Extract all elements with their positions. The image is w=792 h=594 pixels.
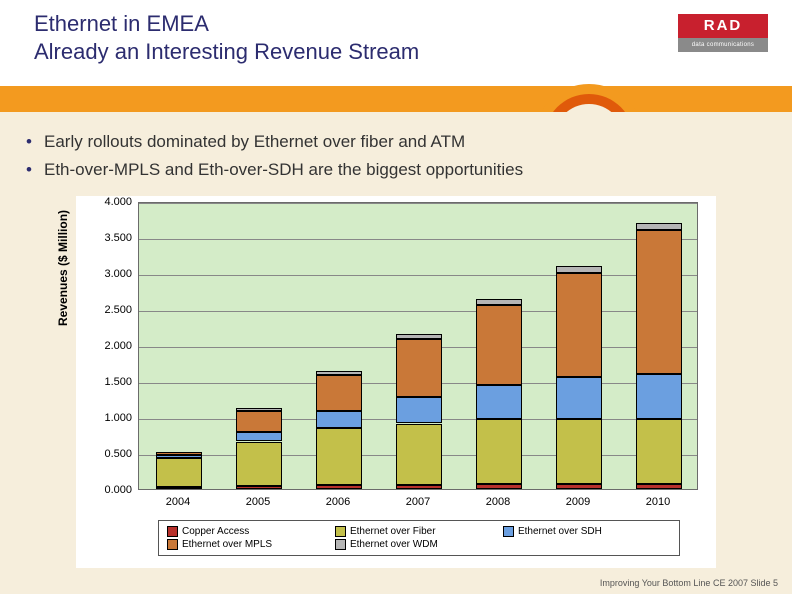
x-tick-label: 2006 bbox=[308, 496, 368, 508]
bar-segment bbox=[476, 484, 522, 489]
legend-item: Ethernet over Fiber bbox=[335, 526, 503, 537]
bar-segment bbox=[236, 411, 282, 433]
gridline bbox=[139, 203, 697, 204]
legend-swatch bbox=[503, 526, 514, 537]
bar-segment bbox=[316, 371, 362, 375]
legend-swatch bbox=[335, 526, 346, 537]
bar-segment bbox=[636, 230, 682, 374]
legend-swatch bbox=[167, 526, 178, 537]
legend-swatch bbox=[167, 539, 178, 550]
y-tick-label: 2.000 bbox=[86, 340, 132, 352]
bar-segment bbox=[316, 375, 362, 411]
chart-container: Revenues ($ Million) Copper AccessEthern… bbox=[76, 196, 716, 568]
bar-segment bbox=[636, 223, 682, 230]
bar-segment bbox=[556, 377, 602, 419]
bar-segment bbox=[476, 419, 522, 484]
gridline bbox=[139, 239, 697, 240]
y-tick-label: 1.000 bbox=[86, 412, 132, 424]
accent-bar bbox=[0, 86, 792, 112]
bar-segment bbox=[636, 484, 682, 489]
bar-segment bbox=[636, 374, 682, 419]
bar-segment bbox=[396, 397, 442, 424]
bar-segment bbox=[236, 442, 282, 487]
bullet-list: Early rollouts dominated by Ethernet ove… bbox=[26, 128, 766, 188]
logo-text: RAD bbox=[678, 14, 768, 38]
legend: Copper Access Ethernet over Fiber Ethernet… bbox=[158, 520, 680, 556]
title-line1: Ethernet in EMEA bbox=[34, 11, 209, 36]
bar-segment bbox=[476, 299, 522, 305]
legend-label: Ethernet over SDH bbox=[518, 526, 602, 537]
bar-segment bbox=[556, 484, 602, 489]
bar-segment bbox=[156, 487, 202, 489]
bullet-item: Eth-over-MPLS and Eth-over-SDH are the b… bbox=[26, 160, 766, 180]
bar-segment bbox=[396, 334, 442, 339]
x-tick-label: 2009 bbox=[548, 496, 608, 508]
bar-segment bbox=[396, 339, 442, 397]
gridline bbox=[139, 275, 697, 276]
bar-segment bbox=[156, 458, 202, 487]
bar-segment bbox=[316, 428, 362, 486]
bar-segment bbox=[396, 424, 442, 485]
y-tick-label: 0.500 bbox=[86, 448, 132, 460]
bar-segment bbox=[476, 385, 522, 420]
logo-subtext: data communications bbox=[678, 38, 768, 52]
x-tick-label: 2004 bbox=[148, 496, 208, 508]
y-tick-label: 3.000 bbox=[86, 268, 132, 280]
legend-item: Ethernet over WDM bbox=[335, 539, 503, 550]
bar-segment bbox=[476, 305, 522, 384]
legend-label: Ethernet over MPLS bbox=[182, 539, 272, 550]
y-tick-label: 2.500 bbox=[86, 304, 132, 316]
bar-segment bbox=[156, 455, 202, 458]
x-tick-label: 2007 bbox=[388, 496, 448, 508]
y-axis-label: Revenues ($ Million) bbox=[56, 210, 70, 326]
x-tick-label: 2005 bbox=[228, 496, 288, 508]
slide: Ethernet in EMEA Already an Interesting … bbox=[0, 0, 792, 594]
legend-label: Ethernet over Fiber bbox=[350, 526, 436, 537]
title-line2: Already an Interesting Revenue Stream bbox=[34, 39, 419, 64]
legend-swatch bbox=[335, 539, 346, 550]
bullet-item: Early rollouts dominated by Ethernet ove… bbox=[26, 132, 766, 152]
x-tick-label: 2008 bbox=[468, 496, 528, 508]
bar-segment bbox=[236, 486, 282, 489]
bar-segment bbox=[236, 408, 282, 410]
legend-item: Copper Access bbox=[167, 526, 335, 537]
legend-label: Copper Access bbox=[182, 526, 249, 537]
footer-text: Improving Your Bottom Line CE 2007 Slide… bbox=[600, 578, 778, 588]
y-tick-label: 0.000 bbox=[86, 484, 132, 496]
bar-segment bbox=[556, 419, 602, 484]
plot-area bbox=[138, 202, 698, 490]
gridline bbox=[139, 311, 697, 312]
page-title: Ethernet in EMEA Already an Interesting … bbox=[34, 10, 594, 65]
bar-segment bbox=[316, 485, 362, 489]
x-tick-label: 2010 bbox=[628, 496, 688, 508]
legend-item: Ethernet over SDH bbox=[503, 526, 671, 537]
y-tick-label: 1.500 bbox=[86, 376, 132, 388]
bar-segment bbox=[556, 273, 602, 377]
bar-segment bbox=[236, 432, 282, 441]
brand-logo: RAD data communications bbox=[678, 14, 768, 52]
bar-segment bbox=[556, 266, 602, 273]
y-tick-label: 3.500 bbox=[86, 232, 132, 244]
legend-item: Ethernet over MPLS bbox=[167, 539, 335, 550]
bar-segment bbox=[396, 485, 442, 489]
bar-segment bbox=[636, 419, 682, 484]
y-tick-label: 4.000 bbox=[86, 196, 132, 208]
bar-segment bbox=[156, 452, 202, 456]
bar-segment bbox=[316, 411, 362, 428]
legend-label: Ethernet over WDM bbox=[350, 539, 438, 550]
